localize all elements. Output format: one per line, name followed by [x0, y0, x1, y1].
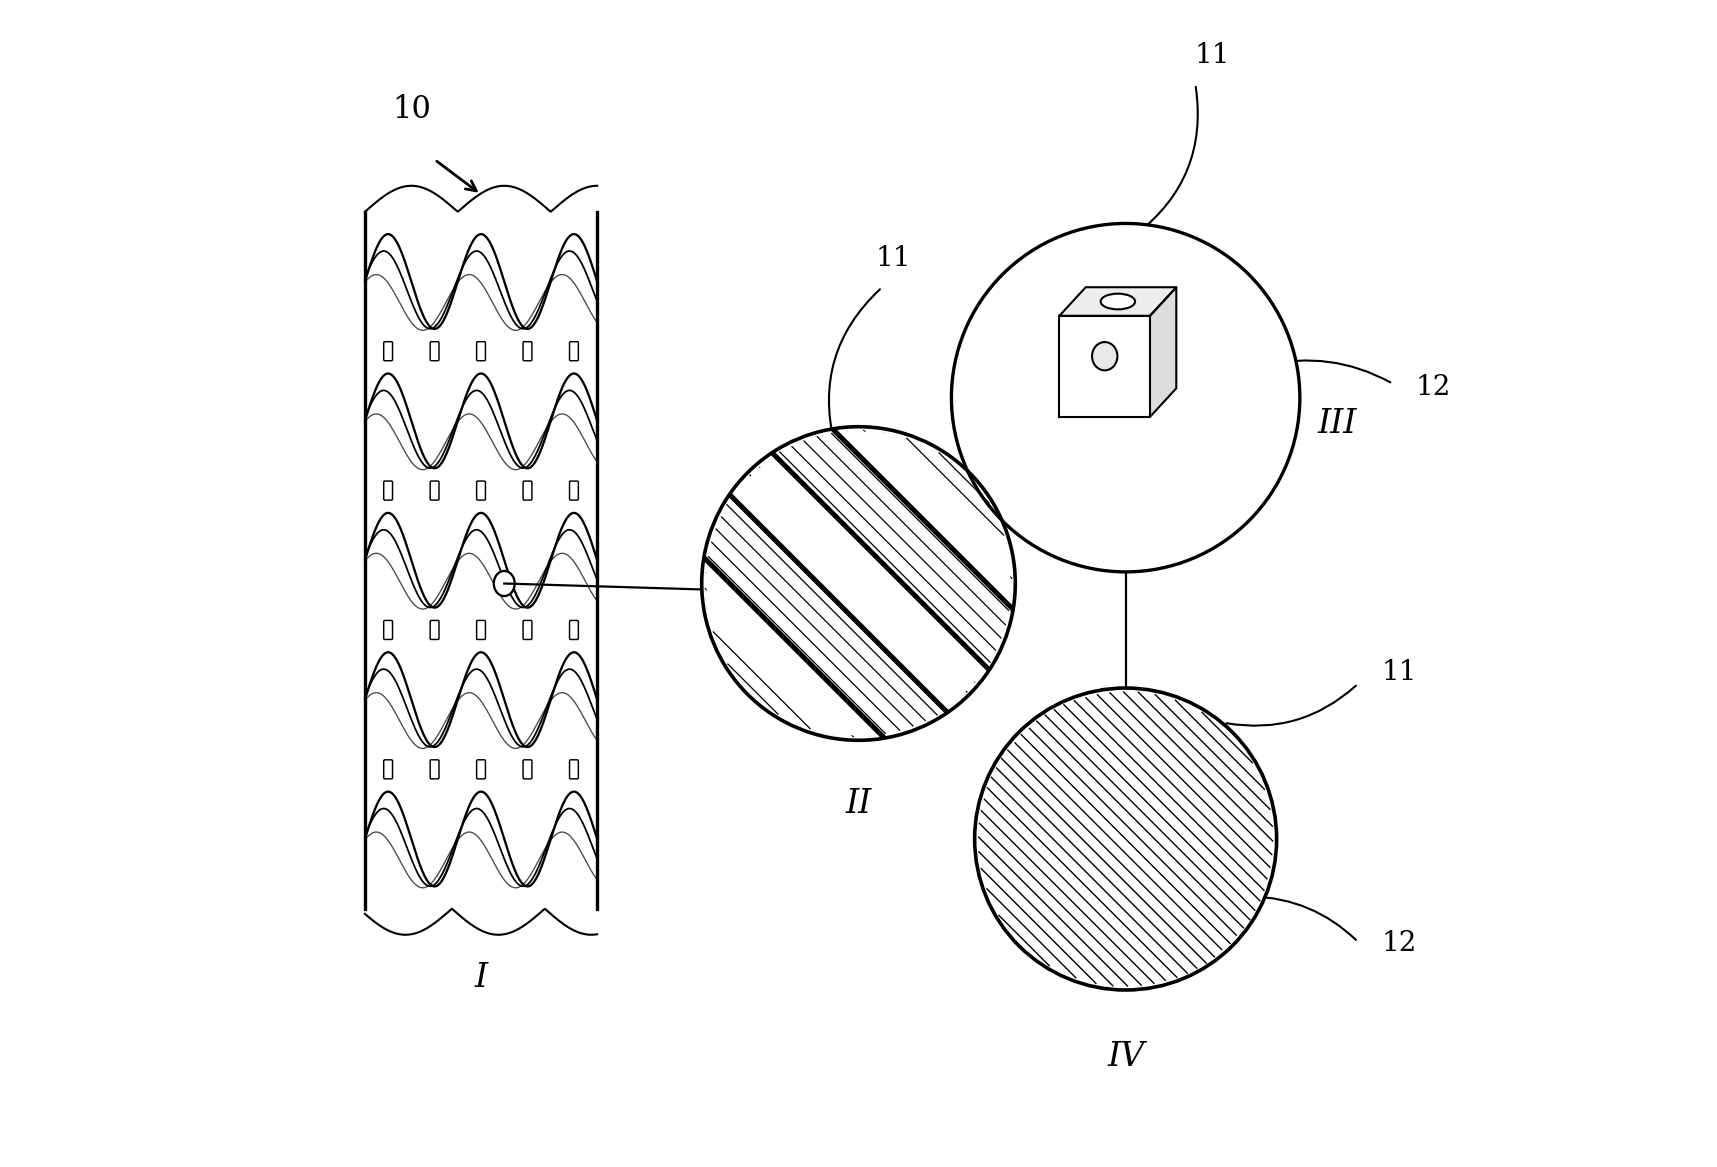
FancyBboxPatch shape	[477, 760, 486, 778]
Text: 11: 11	[876, 245, 910, 272]
Bar	[366, 212, 598, 909]
FancyBboxPatch shape	[383, 481, 393, 501]
FancyBboxPatch shape	[477, 481, 486, 501]
Text: II: II	[845, 788, 872, 820]
FancyBboxPatch shape	[524, 760, 532, 778]
FancyBboxPatch shape	[383, 621, 393, 640]
FancyBboxPatch shape	[477, 342, 486, 361]
Text: 12: 12	[1380, 930, 1417, 957]
Text: 11: 11	[1195, 42, 1231, 69]
Polygon shape	[731, 455, 987, 711]
FancyBboxPatch shape	[524, 342, 532, 361]
Circle shape	[951, 223, 1300, 572]
FancyBboxPatch shape	[383, 760, 393, 778]
Circle shape	[702, 427, 1015, 740]
FancyBboxPatch shape	[524, 481, 532, 501]
Circle shape	[975, 689, 1277, 990]
Ellipse shape	[1101, 294, 1135, 309]
FancyBboxPatch shape	[383, 342, 393, 361]
Polygon shape	[1059, 316, 1150, 417]
Text: I: I	[474, 963, 488, 994]
Polygon shape	[706, 560, 883, 735]
Text: 10: 10	[391, 93, 431, 125]
Text: III: III	[1317, 407, 1356, 440]
Text: IV: IV	[1107, 1041, 1144, 1074]
Polygon shape	[834, 432, 1011, 607]
FancyBboxPatch shape	[431, 621, 440, 640]
FancyBboxPatch shape	[570, 621, 579, 640]
Polygon shape	[1150, 287, 1176, 417]
FancyBboxPatch shape	[431, 760, 440, 778]
FancyBboxPatch shape	[570, 760, 579, 778]
FancyBboxPatch shape	[570, 342, 579, 361]
Polygon shape	[1059, 287, 1176, 316]
FancyBboxPatch shape	[477, 621, 486, 640]
FancyBboxPatch shape	[431, 342, 440, 361]
Ellipse shape	[494, 571, 515, 596]
Text: 11: 11	[1380, 658, 1417, 686]
FancyBboxPatch shape	[570, 481, 579, 501]
Ellipse shape	[1092, 342, 1118, 370]
FancyBboxPatch shape	[524, 621, 532, 640]
Text: 12: 12	[1417, 373, 1451, 400]
FancyBboxPatch shape	[431, 481, 440, 501]
